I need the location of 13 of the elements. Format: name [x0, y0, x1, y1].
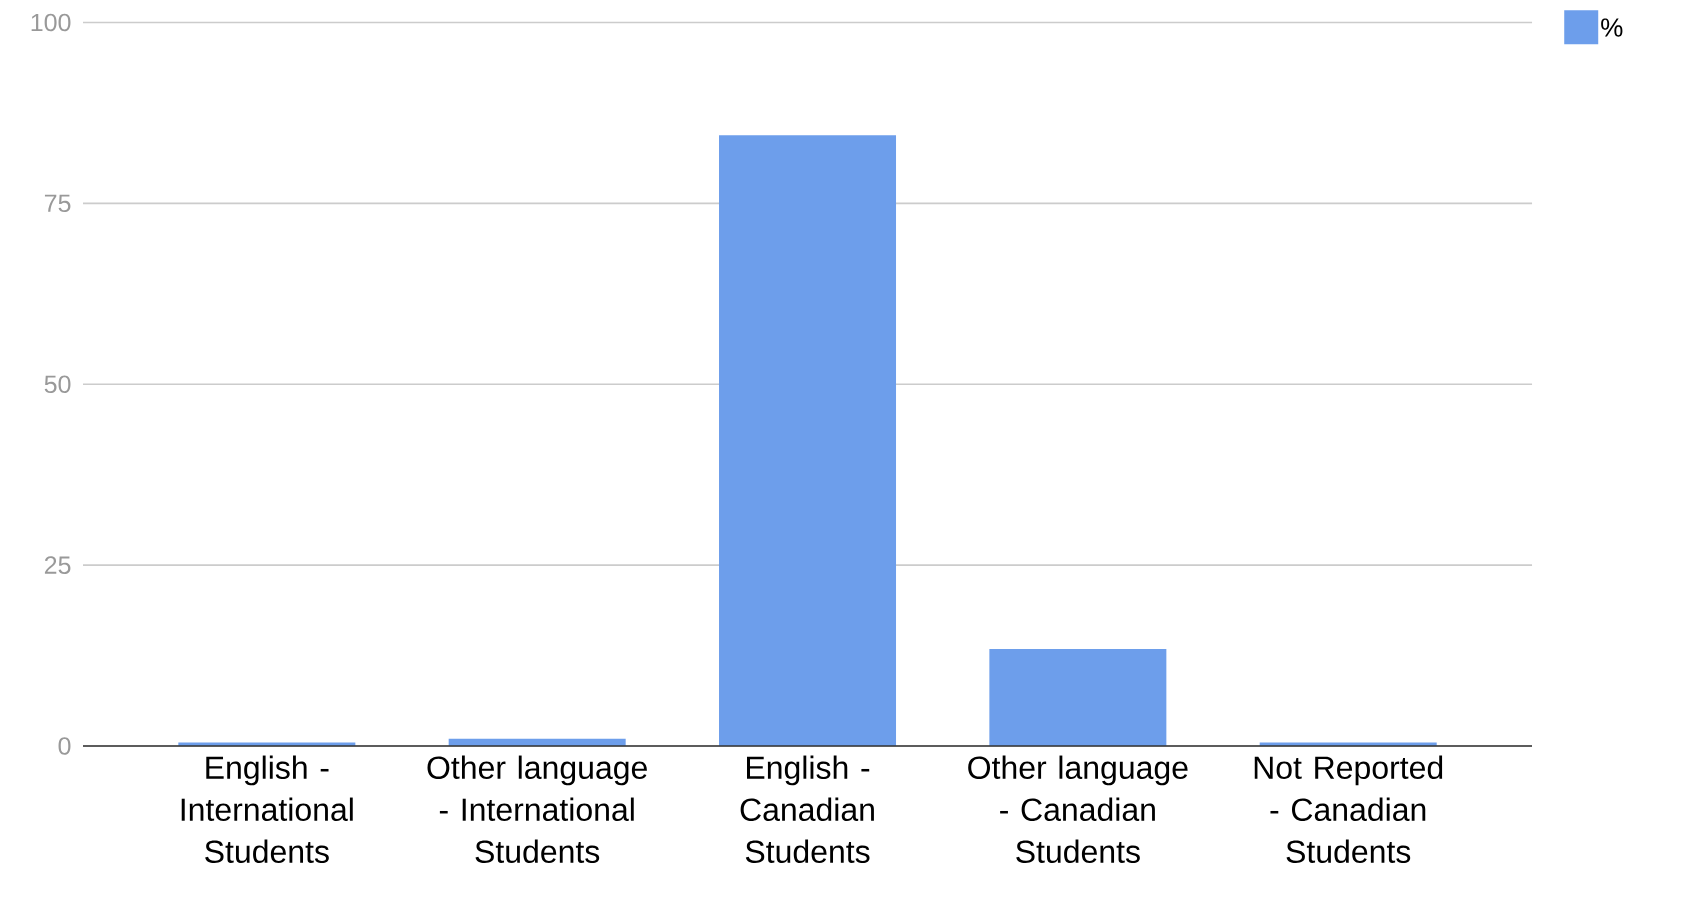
y-tick-label: 0 [58, 737, 71, 755]
x-tick-label: Not Reported - Canadian Students [1254, 755, 1443, 864]
legend-label: % [1601, 18, 1623, 37]
x-tick-label: English - Canadian Students [740, 755, 874, 864]
y-tick-label: 50 [44, 375, 71, 394]
y-tick-label: 100 [31, 13, 71, 32]
bar [989, 649, 1167, 746]
x-tick-label: English - International Students [181, 755, 353, 864]
y-tick-label: 75 [44, 194, 71, 213]
bar [719, 135, 897, 746]
y-tick-label: 25 [44, 556, 71, 574]
x-tick-label: Other language - International Students [427, 755, 647, 864]
x-tick-label: Other language - Canadian Students [968, 755, 1188, 864]
